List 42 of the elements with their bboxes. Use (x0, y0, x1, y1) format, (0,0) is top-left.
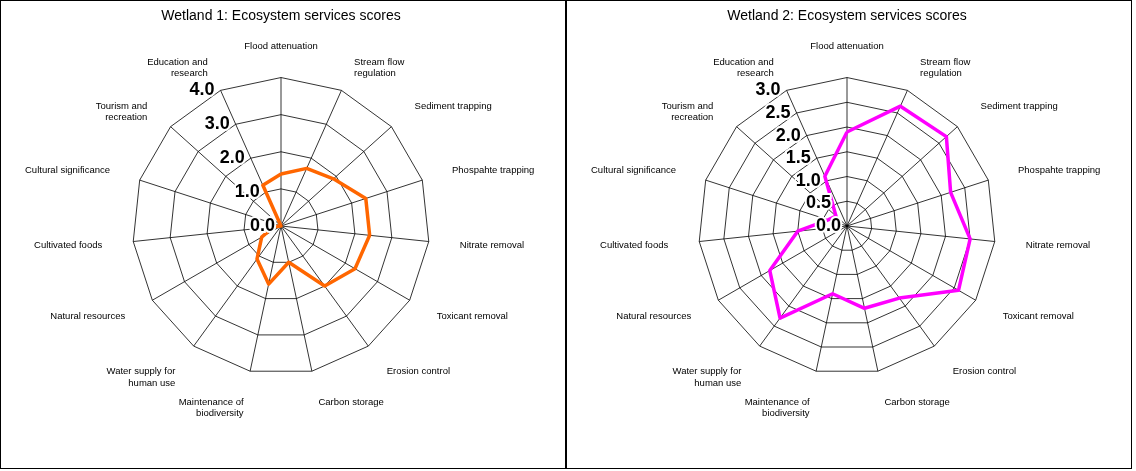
spoke-label: Erosion control (952, 365, 1017, 377)
spoke-label: Sediment trapping (980, 99, 1058, 111)
spoke-label: Phospahte trapping (1017, 164, 1101, 176)
spoke-label: Cultural significance (591, 164, 677, 176)
spoke-label: Erosion control (386, 365, 451, 377)
y-tick-label: 1.0 (795, 169, 821, 190)
spoke-label: Cultural significance (25, 164, 111, 176)
spoke-label: Sediment trapping (414, 99, 492, 111)
y-tick-label: 4.0 (189, 79, 215, 100)
spoke-label: Phospahte trapping (451, 164, 535, 176)
spoke-label: Tourism and recreation (95, 99, 148, 123)
y-tick-label: 2.5 (765, 101, 791, 122)
spoke-label: Natural resources (616, 309, 692, 321)
spoke-label: Maintenance of biodiversity (178, 395, 244, 419)
spoke-label: Water supply for human use (672, 365, 742, 388)
spoke-label: Education and research (147, 55, 208, 79)
y-tick-label: 2.0 (775, 124, 801, 145)
spoke-label: Water supply for human use (106, 365, 176, 388)
spoke-label: Flood attenuation (810, 40, 884, 52)
y-tick-label: 1.5 (785, 147, 811, 168)
chart-title: Wetland 1: Ecosystem services scores (161, 7, 401, 23)
spoke-label: Carbon storage (884, 395, 950, 407)
spoke-label: Tourism and recreation (661, 99, 714, 123)
spoke-label: Toxicant removal (436, 309, 508, 321)
chart-title: Wetland 2: Ecosystem services scores (727, 7, 967, 23)
spoke-label: Flood attenuation (244, 40, 318, 52)
spoke-label: Education and research (713, 55, 774, 79)
y-tick-label: 3.0 (204, 113, 230, 134)
y-tick-label: 0.5 (805, 192, 831, 213)
y-tick-label: 2.0 (219, 147, 245, 168)
spoke-label: Cultivated foods (600, 238, 669, 250)
spoke-label: Nitrate removal (459, 238, 525, 250)
y-tick-label: 3.0 (755, 79, 781, 100)
spoke-label: Toxicant removal (1002, 309, 1074, 321)
spoke-label: Natural resources (50, 309, 126, 321)
y-tick-label: 1.0 (234, 181, 260, 202)
spoke-label: Stream flow regulation (920, 55, 971, 79)
spoke-label: Nitrate removal (1025, 238, 1091, 250)
spoke-label: Stream flow regulation (354, 55, 405, 79)
spoke-label: Carbon storage (318, 395, 384, 407)
spoke-label: Cultivated foods (34, 238, 103, 250)
spoke-label: Maintenance of biodiversity (744, 395, 810, 419)
